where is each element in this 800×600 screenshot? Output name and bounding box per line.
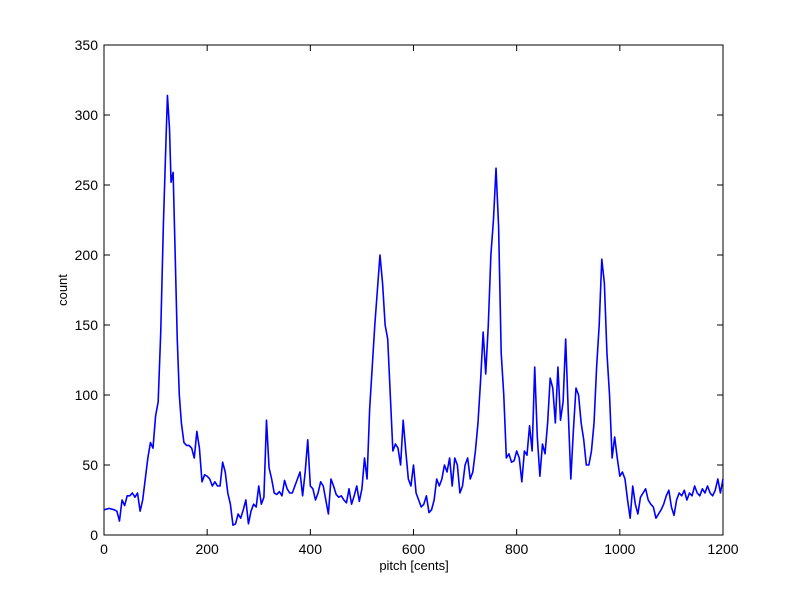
y-tick-label: 350 — [75, 37, 99, 53]
y-axis-ticks: 0 50 100 150 200 250 300 350 — [75, 37, 723, 543]
y-tick-label: 50 — [82, 457, 98, 473]
y-tick-label: 300 — [75, 107, 99, 123]
x-axis-ticks: 0 200 400 600 800 1000 1200 — [100, 45, 739, 557]
x-tick-label: 800 — [505, 541, 529, 557]
y-tick-label: 100 — [75, 387, 99, 403]
y-tick-label: 0 — [90, 527, 98, 543]
x-tick-label: 400 — [299, 541, 323, 557]
y-tick-label: 150 — [75, 317, 99, 333]
y-tick-label: 200 — [75, 247, 99, 263]
x-axis-label: pitch [cents] — [379, 558, 448, 573]
y-axis-label: count — [55, 274, 70, 306]
series-line — [103, 94, 724, 527]
x-tick-label: 0 — [100, 541, 108, 557]
x-tick-label: 200 — [195, 541, 219, 557]
y-tick-label: 250 — [75, 177, 99, 193]
x-tick-label: 1000 — [604, 541, 635, 557]
x-tick-label: 600 — [402, 541, 426, 557]
x-tick-label: 1200 — [707, 541, 738, 557]
